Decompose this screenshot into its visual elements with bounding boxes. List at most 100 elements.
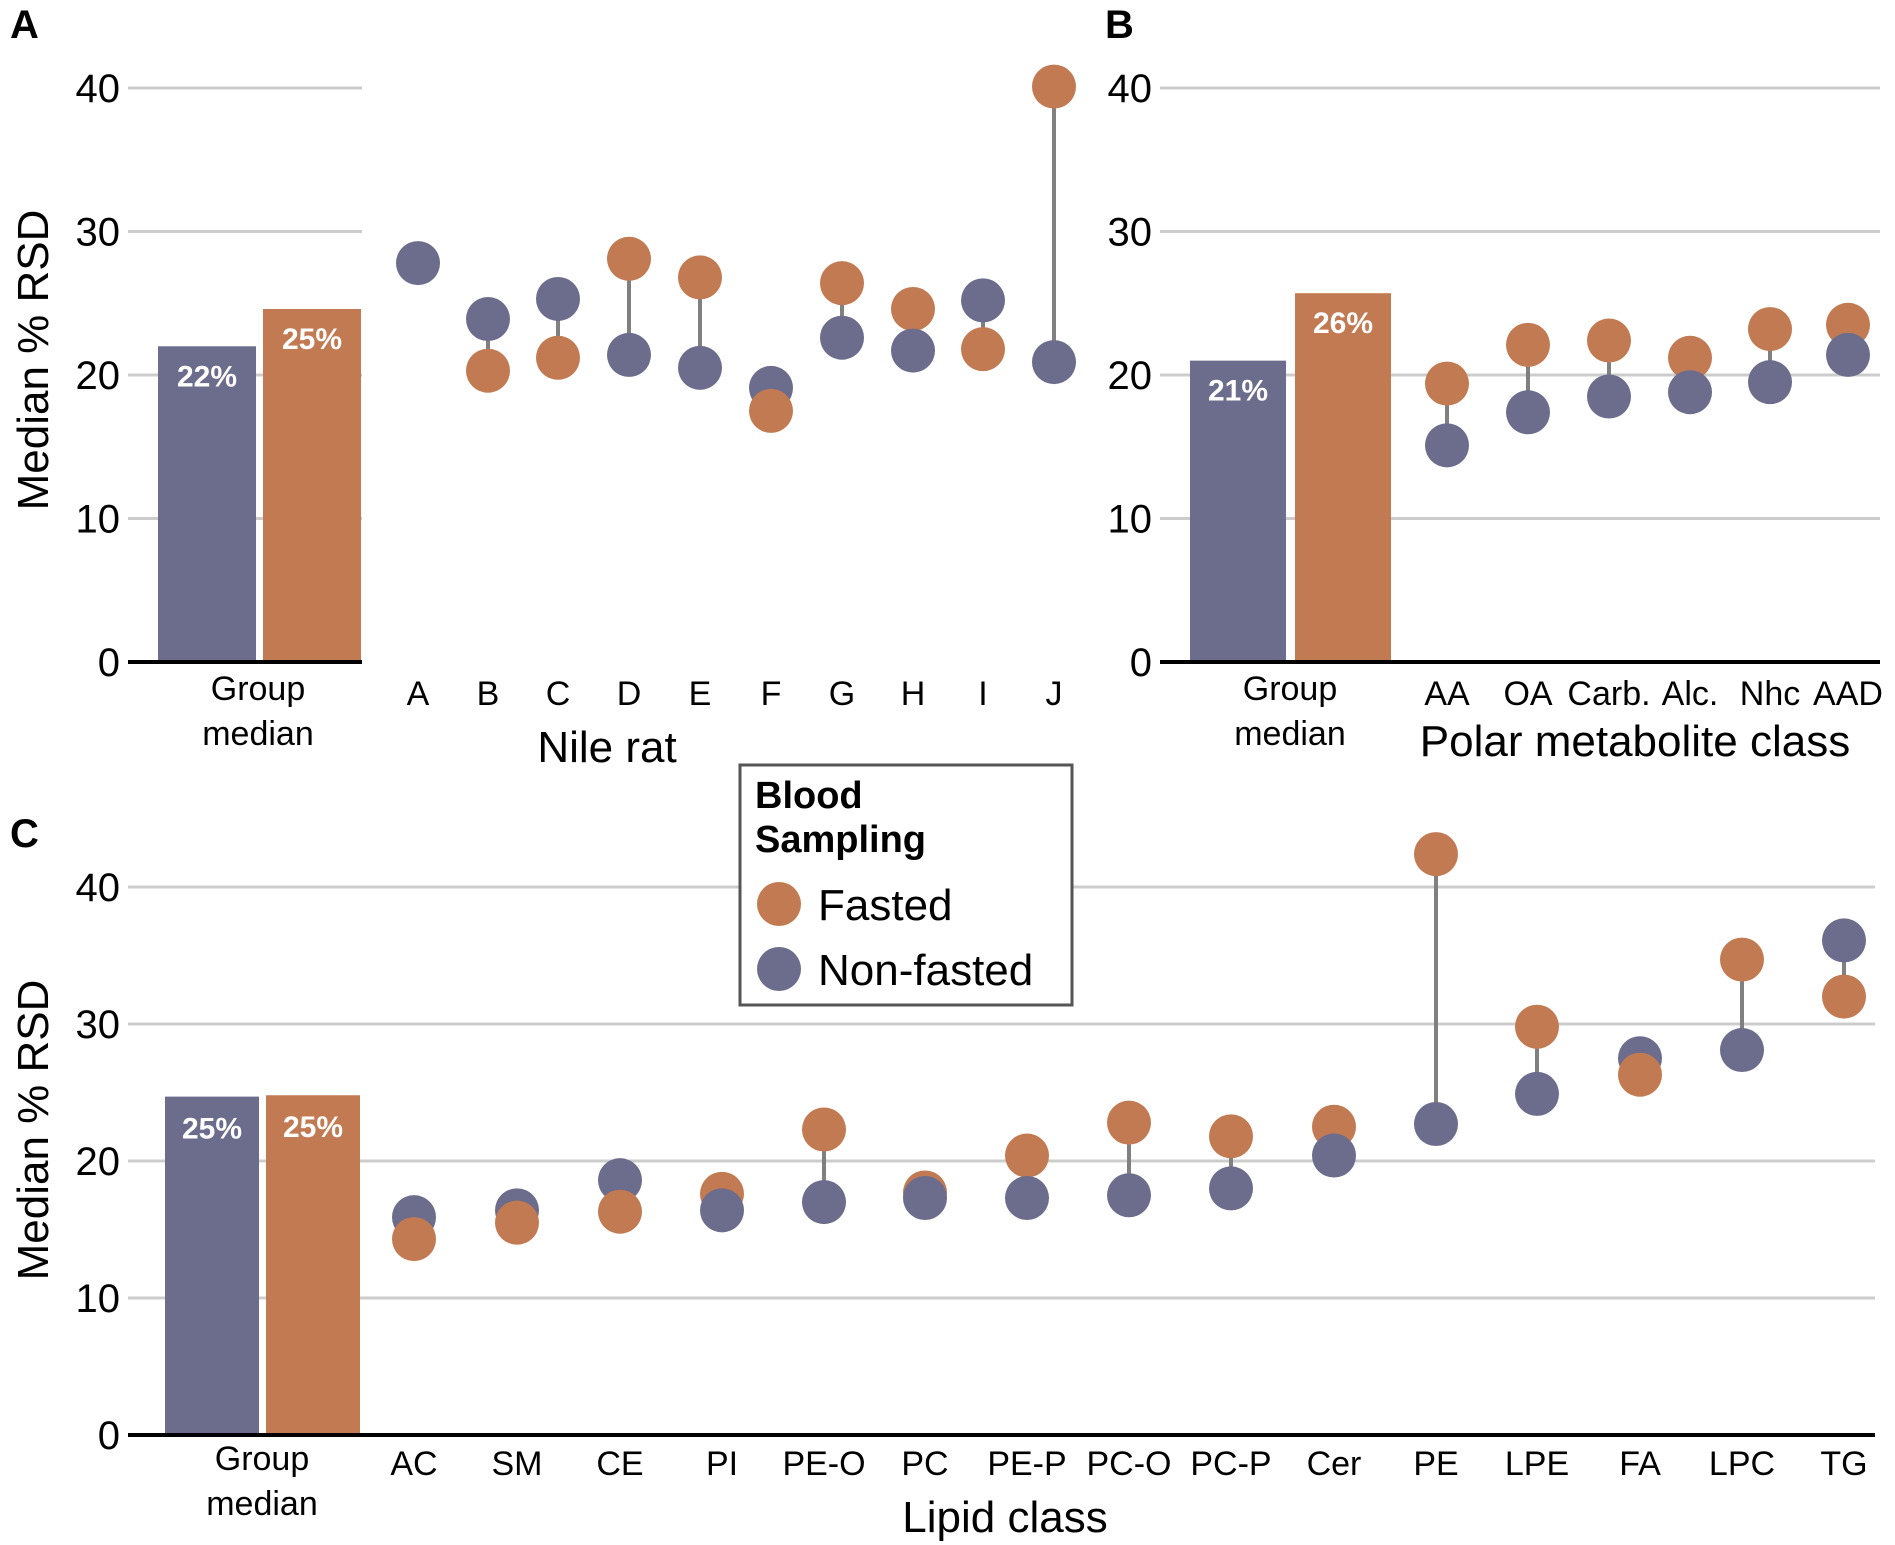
x-axis-title: Polar metabolite class (1420, 717, 1850, 766)
nonfasted-point (607, 332, 651, 377)
x-category-label: PE-P (987, 1445, 1066, 1483)
x-category-label: Cer (1307, 1445, 1362, 1483)
legend-nonfasted-marker (757, 947, 801, 991)
group-median-bar-fasted (263, 308, 361, 662)
x-category-label: LPC (1709, 1445, 1775, 1483)
nonfasted-point (1506, 390, 1550, 435)
y-tick-label: 0 (98, 641, 120, 685)
x-category-label: H (901, 675, 926, 713)
nonfasted-point (1720, 1028, 1764, 1073)
y-tick-label: 20 (1108, 354, 1153, 398)
legend-title-line2: Sampling (755, 819, 926, 861)
nonfasted-point (891, 328, 935, 373)
nonfasted-point (396, 241, 440, 286)
fasted-point (1005, 1133, 1049, 1178)
fasted-point (802, 1107, 846, 1152)
panel-b-chart: B 0 10 20 30 40 21% 26% AA OA Carb. Alc. Nhc AAD Group… (1105, 3, 1883, 766)
fasted-point (1618, 1052, 1662, 1097)
panel-label: B (1105, 3, 1134, 47)
y-tick-label: 30 (76, 1003, 121, 1047)
x-category-label: J (1046, 675, 1063, 713)
x-category-label: OA (1503, 675, 1552, 713)
y-tick-label: 40 (76, 67, 121, 111)
y-tick-label: 20 (76, 1140, 121, 1184)
x-category-label: A (407, 675, 430, 713)
legend-fasted-marker (757, 882, 801, 926)
fasted-point (1587, 318, 1631, 363)
x-category-label: I (978, 675, 987, 713)
x-category-label: PE (1413, 1445, 1458, 1483)
x-category-label: E (689, 675, 712, 713)
fasted-point (1506, 322, 1550, 367)
x-category-label: Alc. (1662, 675, 1719, 713)
nonfasted-point (1425, 423, 1469, 468)
panel-a-chart: A 0 10 20 30 40 22% 25% A B C D E F G H I J Group median Nil… (9, 3, 1076, 772)
x-axis-title: Nile rat (537, 723, 676, 772)
x-category-label: F (761, 675, 782, 713)
legend-title-line1: Blood (755, 775, 863, 817)
nonfasted-point (1748, 360, 1792, 405)
x-category-label: G (829, 675, 855, 713)
fasted-point (749, 388, 793, 433)
nonfasted-point (466, 297, 510, 342)
fasted-point (1748, 307, 1792, 352)
nonfasted-point (820, 315, 864, 360)
y-axis-title: Median % RSD (9, 210, 58, 511)
fasted-point (1826, 302, 1870, 347)
nonfasted-point (1826, 332, 1870, 377)
panel-label: A (10, 3, 39, 47)
y-tick-label: 30 (1108, 211, 1153, 255)
group-median-bar-fasted (266, 1095, 360, 1435)
nonfasted-point (1005, 1175, 1049, 1220)
x-category-label: LPE (1505, 1445, 1569, 1483)
y-tick-label: 20 (76, 354, 121, 398)
bar-value-label: 21% (1208, 375, 1268, 408)
legend-fasted-label: Fasted (818, 881, 953, 930)
fasted-point (891, 286, 935, 331)
y-tick-label: 0 (1130, 641, 1152, 685)
group-median-bar-nonfasted (165, 1096, 259, 1435)
x-category-label: FA (1619, 1445, 1661, 1483)
nonfasted-point (1822, 918, 1866, 963)
x-category-label: TG (1820, 1445, 1867, 1483)
y-axis-title: Median % RSD (9, 980, 58, 1281)
x-axis-title: Lipid class (902, 1493, 1107, 1542)
group-median-bar-fasted (1295, 293, 1391, 662)
fasted-point (598, 1189, 642, 1234)
y-tick-label: 10 (76, 498, 121, 542)
fasted-point (1720, 937, 1764, 982)
fasted-point (678, 255, 722, 300)
y-tick-label: 40 (1108, 67, 1153, 111)
panel-label: C (10, 812, 39, 856)
x-category-label: Carb. (1567, 675, 1650, 713)
fasted-point (536, 335, 580, 380)
x-category-label: B (477, 675, 500, 713)
fasted-point (495, 1200, 539, 1245)
y-tick-label: 10 (1108, 498, 1153, 542)
bar-value-label: 25% (182, 1113, 242, 1146)
group-label-line2: median (206, 1485, 318, 1523)
fasted-point (820, 261, 864, 306)
y-tick-label: 0 (98, 1414, 120, 1458)
nonfasted-point (1414, 1102, 1458, 1147)
nonfasted-point (1668, 370, 1712, 415)
group-label-line2: median (1234, 715, 1346, 753)
x-category-label: PC (901, 1445, 948, 1483)
nonfasted-point (598, 1158, 642, 1203)
x-category-label: PE-O (782, 1445, 865, 1483)
fasted-point (392, 1217, 436, 1262)
x-category-label: AA (1424, 675, 1470, 713)
fasted-point (1107, 1100, 1151, 1145)
nonfasted-point (1587, 374, 1631, 419)
fasted-point (1425, 361, 1469, 406)
nonfasted-point (1312, 1133, 1356, 1178)
fasted-point (607, 236, 651, 281)
panel-c-chart: C 0 10 20 30 40 25% 25% AC SM CE PI PE-O PC PE-P PC-O PC… (9, 812, 1875, 1542)
nonfasted-point (1515, 1071, 1559, 1116)
x-category-label: AC (390, 1445, 437, 1483)
fasted-point (466, 348, 510, 393)
nonfasted-point (1209, 1166, 1253, 1211)
fasted-point (961, 327, 1005, 372)
x-category-label: CE (596, 1445, 643, 1483)
fasted-point (1032, 64, 1076, 109)
